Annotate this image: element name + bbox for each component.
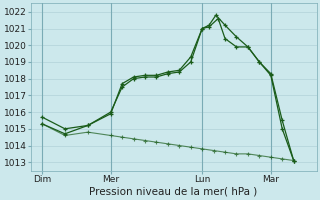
X-axis label: Pression niveau de la mer( hPa ): Pression niveau de la mer( hPa )	[90, 187, 258, 197]
